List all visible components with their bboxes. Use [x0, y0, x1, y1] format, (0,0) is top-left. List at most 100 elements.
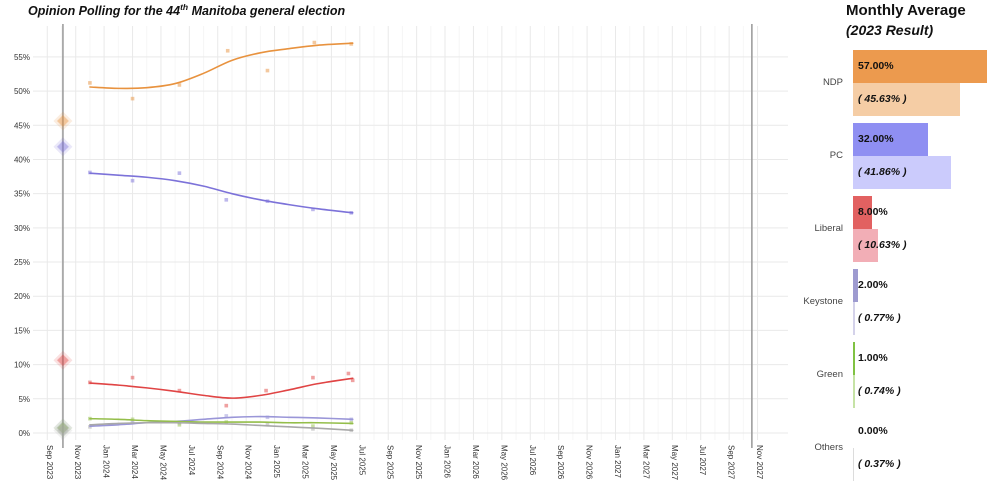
- party-row-green: Green 1.00% ( 0.74% ): [800, 342, 1000, 408]
- monthly-average-bar: [853, 50, 987, 83]
- x-tick-label: Nov 2027: [755, 445, 764, 480]
- panel-subtitle: (2023 Result): [846, 22, 934, 38]
- y-tick-label: 40%: [14, 155, 30, 164]
- y-tick-label: 35%: [14, 190, 30, 199]
- poll-point-green: [311, 424, 315, 428]
- result-2023-value: ( 10.63% ): [858, 239, 907, 251]
- monthly-average-bar: [853, 342, 856, 375]
- x-tick-label: Sep 2023: [45, 445, 54, 480]
- y-tick-label: 55%: [14, 53, 30, 62]
- result-diamond-outer: [53, 420, 73, 440]
- minor-gridlines: [61, 26, 744, 440]
- y-tick-label: 10%: [14, 361, 30, 370]
- result-2023-bar: [853, 375, 855, 408]
- result-diamond-outer: [53, 418, 73, 438]
- major-gridlines: [33, 26, 788, 440]
- poll-point-liberal: [311, 375, 315, 380]
- trend-line-liberal: [89, 377, 354, 399]
- x-tick-label: Jul 2027: [698, 445, 707, 476]
- y-tick-label: 45%: [14, 121, 30, 130]
- poll-point-liberal: [224, 403, 229, 408]
- monthly-average-value: 0.00%: [858, 425, 888, 437]
- x-axis-labels: Sep 2023 Nov 2023 Jan 2024 Mar 2024 May 2024…: [45, 445, 764, 481]
- party-label: Keystone: [803, 296, 843, 307]
- poll-point-others: [265, 422, 270, 427]
- trend-line-others: [89, 421, 354, 432]
- x-tick-label: Jul 2024: [187, 445, 196, 476]
- y-tick-label: 25%: [14, 258, 30, 267]
- trend-line-ndp: [89, 42, 354, 90]
- x-tick-label: May 2027: [670, 445, 679, 481]
- chart-title-suffix: Manitoba general election: [188, 4, 346, 18]
- y-tick-label: 15%: [14, 326, 30, 335]
- result-2023-bar: [853, 229, 878, 262]
- y-tick-label: 0%: [18, 429, 30, 438]
- x-tick-label: Jan 2027: [613, 445, 622, 478]
- result-2023-value: ( 0.77% ): [858, 312, 901, 324]
- result-diamond: [56, 421, 70, 435]
- result-2023-value: ( 45.63% ): [858, 93, 907, 105]
- x-tick-label: May 2024: [158, 445, 167, 481]
- y-tick-label: 50%: [14, 87, 30, 96]
- result-diamond-outer: [53, 137, 73, 157]
- poll-point-ndp: [130, 96, 135, 101]
- party-row-keystone: Keystone 2.00% ( 0.77% ): [800, 269, 1000, 335]
- monthly-average-bar: [853, 196, 872, 229]
- result-2023-bar: [853, 156, 952, 189]
- poll-point-others: [311, 427, 315, 431]
- chart-title: Opinion Polling for the 44th Manitoba ge…: [28, 3, 346, 18]
- party-row-ndp: NDP 57.00% ( 45.63% ): [800, 50, 1000, 116]
- poll-point-pc: [224, 198, 229, 202]
- result-2023-bar: [853, 448, 854, 481]
- x-tick-label: Mar 2027: [641, 445, 650, 479]
- x-tick-label: Nov 2025: [414, 445, 423, 480]
- x-tick-label: Jul 2025: [357, 445, 366, 476]
- poll-point-ndp: [312, 40, 317, 45]
- poll-point-ndp: [88, 81, 92, 85]
- result-diamond: [56, 424, 70, 437]
- poll-point-green: [177, 422, 182, 427]
- poll-point-liberal: [264, 388, 268, 393]
- trend-line-green: [89, 417, 354, 425]
- poll-point-liberal: [346, 371, 351, 376]
- x-tick-label: Jan 2024: [102, 445, 111, 478]
- trend-lines: [89, 42, 354, 432]
- result-diamond: [56, 140, 70, 153]
- x-tick-label: Mar 2024: [130, 445, 139, 479]
- x-tick-label: May 2026: [499, 445, 508, 481]
- y-tick-label: 5%: [18, 395, 30, 404]
- polling-line-chart: 0% 5% 10% 15% 20% 25% 30% 35% 40% 45% 50% 55% Sep 20…: [14, 24, 788, 481]
- party-label: Green: [816, 369, 843, 380]
- x-tick-label: Nov 2023: [73, 445, 82, 480]
- monthly-average-bar: [853, 269, 858, 302]
- poll-point-pc: [177, 171, 182, 175]
- poll-point-ndp: [225, 48, 230, 53]
- poll-point-ndp: [177, 83, 182, 87]
- party-row-others: Others 0.00% ( 0.37% ): [800, 415, 1000, 481]
- x-tick-label: Jan 2026: [443, 445, 452, 478]
- party-label: Liberal: [814, 223, 843, 234]
- monthly-average-value: 2.00%: [858, 279, 888, 291]
- x-tick-label: Sep 2024: [215, 445, 224, 480]
- x-tick-label: Sep 2025: [386, 445, 395, 480]
- monthly-average-value: 1.00%: [858, 352, 888, 364]
- poll-point-pc: [311, 207, 315, 212]
- monthly-average-panel: Monthly Average (2023 Result) NDP 57.00% (…: [800, 0, 1000, 500]
- poll-point-liberal: [177, 388, 182, 393]
- result-2023-value: ( 0.74% ): [858, 385, 901, 397]
- poll-points: [88, 40, 355, 433]
- monthly-average-value: 57.00%: [858, 60, 894, 72]
- poll-point-pc: [130, 178, 135, 183]
- x-tick-label: May 2025: [329, 445, 338, 481]
- poll-point-liberal: [130, 375, 135, 380]
- x-tick-label: Sep 2027: [727, 445, 736, 480]
- party-row-pc: PC 32.00% ( 41.86% ): [800, 123, 1000, 189]
- result-diamond-outer: [53, 418, 73, 438]
- result-diamond: [56, 354, 70, 367]
- x-tick-label: Sep 2026: [556, 445, 565, 480]
- result-2023-bar: [853, 302, 855, 335]
- x-tick-label: Jan 2025: [272, 445, 281, 478]
- y-axis-labels: 0% 5% 10% 15% 20% 25% 30% 35% 40% 45% 50% 55%: [14, 53, 30, 438]
- x-tick-label: Mar 2026: [471, 445, 480, 479]
- y-tick-label: 20%: [14, 292, 30, 301]
